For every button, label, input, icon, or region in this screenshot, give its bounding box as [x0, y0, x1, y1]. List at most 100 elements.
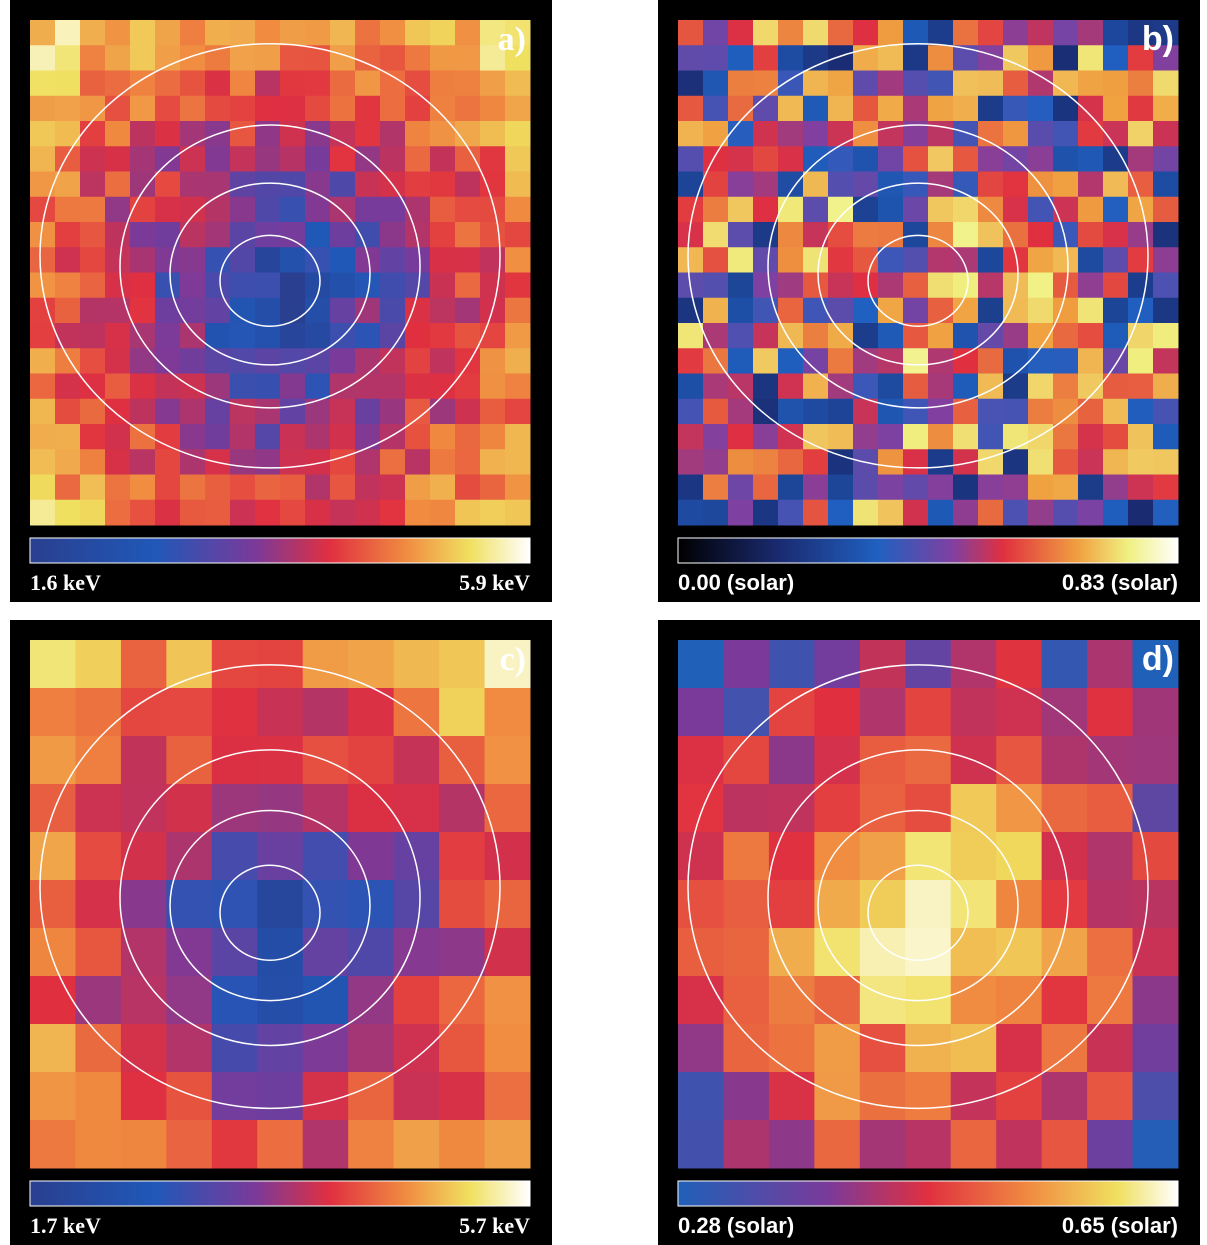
map-pixel	[953, 222, 979, 248]
map-pixel	[778, 348, 804, 374]
map-pixel	[1128, 247, 1154, 273]
map-pixel	[348, 1024, 395, 1073]
map-pixel	[455, 449, 481, 475]
map-pixel	[1028, 449, 1054, 475]
map-pixel	[155, 222, 181, 248]
map-pixel	[1103, 95, 1129, 122]
map-pixel	[753, 247, 779, 273]
map-pixel	[853, 424, 879, 450]
map-pixel	[430, 297, 456, 324]
map-pixel	[480, 222, 506, 248]
map-pixel	[678, 499, 704, 526]
map-pixel	[928, 70, 954, 97]
map-pixel	[105, 121, 131, 147]
map-pixel	[753, 474, 779, 501]
map-pixel	[230, 272, 256, 299]
map-pixel	[211, 1024, 258, 1073]
map-pixel	[330, 348, 356, 374]
map-pixel	[166, 736, 213, 785]
map-pixel	[1078, 323, 1104, 349]
map-pixel	[905, 880, 952, 929]
map-pixel	[230, 70, 256, 97]
map-pixel	[753, 373, 779, 400]
map-pixel	[978, 95, 1004, 122]
map-pixel	[280, 20, 306, 46]
map-pixel	[75, 1072, 122, 1121]
map-pixel	[1078, 45, 1104, 71]
map-pixel	[950, 1072, 997, 1121]
map-pixel	[439, 976, 486, 1025]
map-pixel	[55, 373, 81, 400]
map-pixel	[828, 121, 854, 147]
map-pixel	[30, 499, 56, 526]
contour	[867, 864, 969, 961]
map-pixel	[678, 171, 704, 198]
map-pixel	[678, 121, 704, 147]
map-pixel	[828, 171, 854, 198]
map-pixel	[305, 424, 331, 450]
map-pixel	[778, 297, 804, 324]
map-pixel	[1028, 499, 1054, 526]
map-pixel	[953, 297, 979, 324]
map-pixel	[1153, 348, 1179, 374]
map-pixel	[380, 348, 406, 374]
map-pixel	[105, 297, 131, 324]
map-pixel	[205, 323, 231, 349]
map-pixel	[30, 373, 56, 400]
map-pixel	[978, 196, 1004, 223]
map-pixel	[230, 121, 256, 147]
map-pixel	[166, 784, 213, 833]
map-pixel	[155, 398, 181, 425]
map-pixel	[728, 45, 754, 71]
map-pixel	[257, 1072, 304, 1121]
map-pixel	[703, 121, 729, 147]
map-pixel	[130, 121, 156, 147]
map-pixel	[105, 196, 131, 223]
map-pixel	[728, 95, 754, 122]
map-pixel	[878, 121, 904, 147]
map-pixel	[302, 928, 349, 977]
map-pixel	[393, 736, 440, 785]
map-pixel	[80, 70, 106, 97]
map-pixel	[120, 880, 167, 929]
map-pixel	[155, 323, 181, 349]
map-pixel	[1028, 424, 1054, 450]
map-pixel	[30, 736, 76, 785]
map-pixel	[330, 146, 356, 172]
map-pixel	[348, 1072, 395, 1121]
map-pixel	[753, 323, 779, 349]
panel-label: b)	[1142, 20, 1174, 58]
map-pixel	[1132, 928, 1179, 977]
map-pixel	[230, 45, 256, 71]
map-pixel	[878, 45, 904, 71]
map-pixel	[205, 398, 231, 425]
map-pixel	[130, 424, 156, 450]
map-pixel	[878, 398, 904, 425]
map-pixel	[1078, 222, 1104, 248]
map-pixel	[703, 499, 729, 526]
map-pixel	[878, 222, 904, 248]
map-pixel	[1028, 196, 1054, 223]
map-pixel	[257, 1120, 304, 1169]
map-pixel	[380, 45, 406, 71]
map-pixel	[1103, 171, 1129, 198]
map-pixel	[480, 45, 506, 71]
map-pixel	[1053, 196, 1079, 223]
map-pixel	[1128, 70, 1154, 97]
map-pixel	[430, 499, 456, 526]
map-pixel	[355, 222, 381, 248]
map-pixel	[405, 171, 431, 198]
map-pixel	[393, 640, 440, 689]
map-pixel	[803, 222, 829, 248]
map-pixel	[1128, 272, 1154, 299]
map-pixel	[953, 348, 979, 374]
map-pixel	[439, 640, 486, 689]
map-pixel	[30, 880, 76, 929]
map-pixel	[130, 171, 156, 198]
map-pixel	[978, 20, 1004, 46]
map-pixel	[853, 171, 879, 198]
map-pixel	[505, 297, 531, 324]
map-pixel	[1153, 95, 1179, 122]
map-pixel	[105, 272, 131, 299]
map-pixel	[1132, 736, 1179, 785]
